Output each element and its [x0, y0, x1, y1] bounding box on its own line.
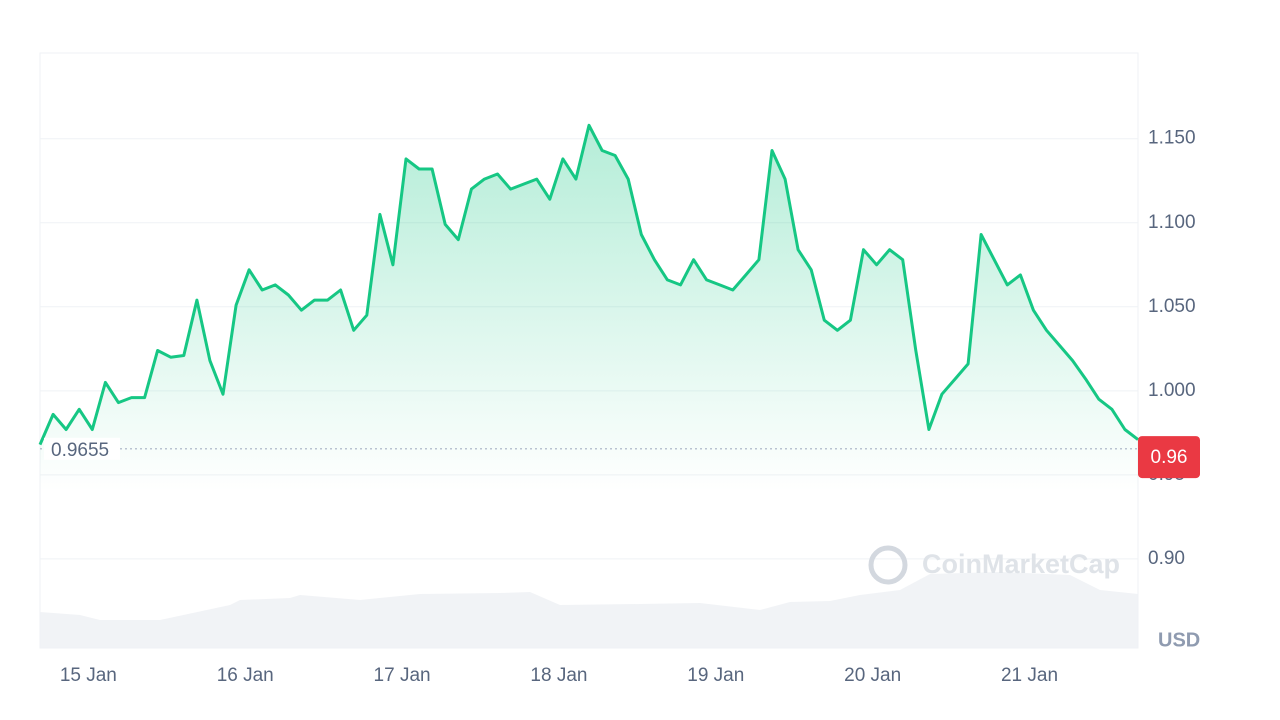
- watermark-logo: [868, 545, 908, 585]
- x-tick-label: 16 Jan: [217, 665, 274, 686]
- x-tick-label: 15 Jan: [60, 665, 117, 686]
- x-tick-label: 19 Jan: [687, 665, 744, 686]
- current-price-badge: [1138, 436, 1200, 479]
- y-tick-label: 1.150: [1148, 128, 1196, 149]
- price-line: [38, 123, 1139, 446]
- y-tick-label: 0.90: [1148, 548, 1185, 569]
- reference-label-bg: [44, 437, 120, 460]
- watermark: CoinMarketCap: [922, 549, 1120, 579]
- reference-label: 0.9655: [51, 440, 109, 461]
- y-tick-label: 1.000: [1148, 380, 1196, 401]
- overlay: CoinMarketCap USD 1.150 1.100 1.050 1.000 0.…: [40, 128, 1200, 686]
- y-tick-label: 1.050: [1148, 296, 1196, 317]
- current-price-label: 0.96: [1151, 447, 1188, 468]
- y-axis-unit: USD: [1158, 629, 1200, 651]
- x-tick-label: 17 Jan: [374, 665, 431, 686]
- plot: [38, 123, 1139, 649]
- x-tick-label: 18 Jan: [530, 665, 587, 686]
- y-tick-label: 1.100: [1148, 212, 1196, 233]
- x-tick-label: 21 Jan: [1001, 665, 1058, 686]
- x-tick-label: 20 Jan: [844, 665, 901, 686]
